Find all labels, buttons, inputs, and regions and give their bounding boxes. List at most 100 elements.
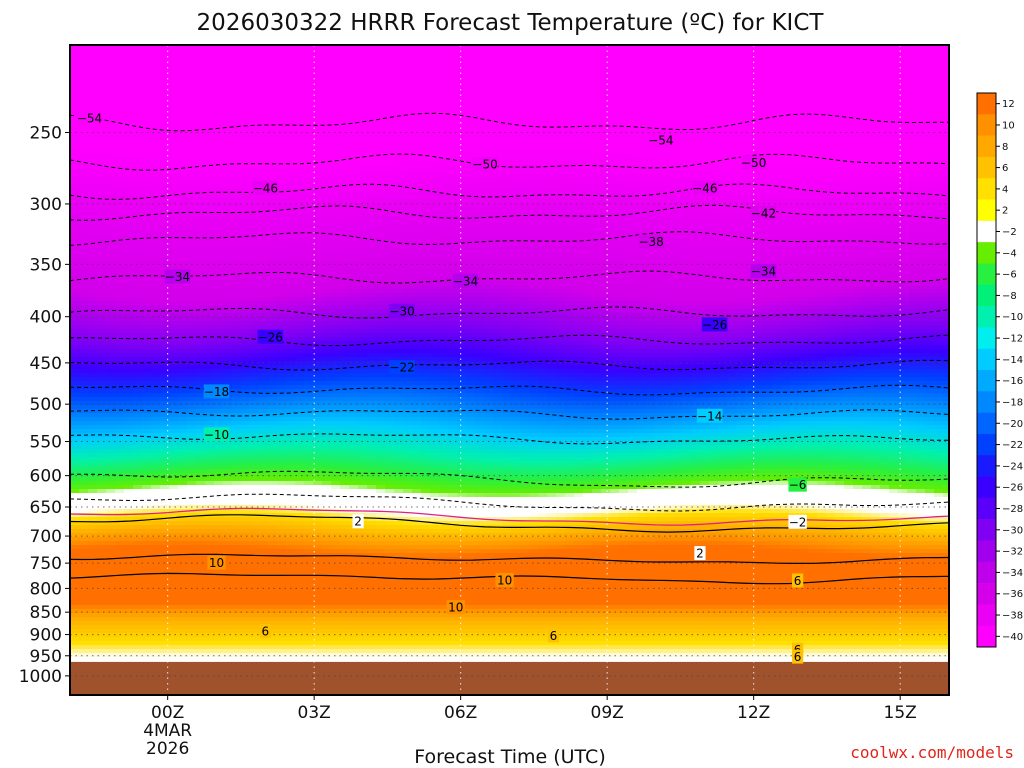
y-tick-label: 600 bbox=[30, 467, 62, 487]
y-tick-label: 250 bbox=[30, 123, 62, 143]
color-scale-label: 6 bbox=[1002, 163, 1008, 174]
color-scale-label: 12 bbox=[1002, 99, 1015, 110]
contour-label-bg bbox=[740, 155, 767, 170]
y-tick-label: 700 bbox=[30, 527, 62, 547]
x-tick-label: 15Z bbox=[884, 703, 917, 723]
contour-label-bg bbox=[638, 234, 664, 249]
y-tick-label: 400 bbox=[30, 308, 62, 328]
contour-label: −42 bbox=[751, 206, 776, 220]
contour-label-bg bbox=[696, 408, 723, 423]
color-scale: 12 10 8 6 4 2 −2 −4 −6 −8 −10 −12 −14 −16 −18 −20 −22 −24… bbox=[976, 92, 1023, 648]
contour-label: 10 bbox=[497, 573, 512, 587]
contour-label: −26 bbox=[258, 330, 283, 344]
color-scale-label: −4 bbox=[1002, 248, 1017, 259]
contour-label-bg bbox=[76, 111, 103, 126]
contour-label: 2 bbox=[696, 547, 704, 561]
contour-label-bg bbox=[472, 157, 498, 172]
contour-label: −26 bbox=[702, 318, 727, 332]
isotherm-line bbox=[70, 112, 949, 132]
color-scale-swatch bbox=[977, 348, 996, 371]
contour-label: −50 bbox=[741, 156, 766, 170]
contour-label: −34 bbox=[751, 265, 776, 279]
plot-frame bbox=[69, 44, 950, 696]
grid-lines bbox=[70, 45, 949, 695]
color-scale-swatch bbox=[977, 327, 996, 349]
color-scale-swatch bbox=[977, 178, 996, 200]
contour-label-bg bbox=[547, 628, 560, 643]
contour-label: −22 bbox=[389, 361, 414, 375]
contour-label-bg bbox=[750, 205, 777, 220]
contour-label: −34 bbox=[165, 270, 190, 284]
color-scale-label: −40 bbox=[1002, 632, 1023, 643]
contour-label: 10 bbox=[448, 601, 463, 615]
x-tick-label: 06Z bbox=[444, 703, 477, 723]
ground-surface bbox=[70, 661, 949, 695]
color-scale-label: −36 bbox=[1002, 589, 1023, 600]
y-tick-label: 500 bbox=[30, 395, 62, 415]
x-axis-label: Forecast Time (UTC) bbox=[414, 746, 605, 768]
color-scale-swatch bbox=[977, 284, 996, 307]
color-scale-swatch bbox=[977, 93, 996, 115]
color-scale-label: −30 bbox=[1002, 525, 1023, 536]
chart-title: 2026030322 HRRR Forecast Temperature (ºC… bbox=[197, 10, 825, 36]
contour-label-bg bbox=[692, 180, 718, 195]
color-scale-swatch bbox=[977, 412, 996, 435]
contour-label: −6 bbox=[789, 478, 807, 492]
color-scale-swatch bbox=[977, 156, 996, 179]
color-scale-swatch bbox=[977, 199, 996, 222]
color-scale-swatch bbox=[977, 561, 996, 584]
color-scale-label: −18 bbox=[1002, 397, 1023, 408]
color-scale-swatch bbox=[977, 220, 996, 243]
contour-labels: −54−54−50 −50−46 −46−42−38−34 −34−34−30−26−… bbox=[76, 111, 807, 664]
color-scale-swatch bbox=[977, 497, 996, 520]
isotherm-line bbox=[70, 153, 949, 171]
contour-label: −34 bbox=[453, 274, 478, 288]
color-scale-label: −16 bbox=[1002, 376, 1023, 387]
contour-label-bg bbox=[164, 269, 191, 284]
x-tick-label: 12Z bbox=[737, 703, 770, 723]
contour-label-bg bbox=[694, 546, 706, 561]
color-scale-label: −28 bbox=[1002, 504, 1023, 515]
color-scale-label: −8 bbox=[1002, 291, 1017, 302]
color-scale-swatch bbox=[977, 263, 996, 286]
color-scale-label: 4 bbox=[1002, 184, 1008, 195]
contour-label: −54 bbox=[77, 112, 102, 126]
color-scale-swatch bbox=[977, 135, 996, 158]
y-tick-label: 450 bbox=[30, 354, 62, 374]
color-scale-swatch bbox=[977, 625, 996, 648]
color-scale-swatch bbox=[977, 519, 996, 541]
y-tick-label: 550 bbox=[30, 433, 62, 453]
contour-label-bg bbox=[252, 180, 279, 195]
contour-label-bg bbox=[259, 624, 271, 639]
color-scale-label: −20 bbox=[1002, 419, 1023, 430]
y-tick-label: 850 bbox=[30, 603, 62, 623]
temperature-bands bbox=[70, 45, 949, 695]
contour-label-bg bbox=[788, 514, 807, 529]
contour-label: −30 bbox=[389, 304, 414, 318]
contour-label: −54 bbox=[648, 134, 673, 148]
color-scale-swatch bbox=[977, 604, 996, 626]
color-scale-label: −10 bbox=[1002, 312, 1023, 323]
color-scale-label: −24 bbox=[1002, 461, 1023, 472]
isotherm-line bbox=[70, 553, 949, 564]
color-scale-label: −38 bbox=[1002, 611, 1023, 622]
contour-label: −46 bbox=[692, 181, 717, 195]
contour-label: 6 bbox=[794, 650, 802, 664]
contour-label: −2 bbox=[789, 515, 807, 529]
color-scale-label: −14 bbox=[1002, 355, 1023, 366]
x-tick-sublabel: 2026 bbox=[146, 739, 189, 759]
color-scale-swatch bbox=[977, 476, 996, 499]
contour-label-bg bbox=[648, 133, 674, 148]
color-scale-label: −34 bbox=[1002, 568, 1023, 579]
y-tick-label: 350 bbox=[30, 255, 62, 275]
contour-label-bg bbox=[203, 384, 230, 399]
color-scale-label: 10 bbox=[1002, 120, 1015, 131]
contour-label: −50 bbox=[472, 158, 497, 172]
color-scale-label: −26 bbox=[1002, 483, 1023, 494]
color-scale-label: −32 bbox=[1002, 547, 1023, 558]
y-tick-label: 800 bbox=[30, 579, 62, 599]
contour-label-bg bbox=[701, 317, 728, 332]
x-tick-sublabel: 4MAR bbox=[143, 721, 192, 741]
contour-label: −18 bbox=[204, 385, 229, 399]
y-tick-label: 750 bbox=[30, 554, 62, 574]
